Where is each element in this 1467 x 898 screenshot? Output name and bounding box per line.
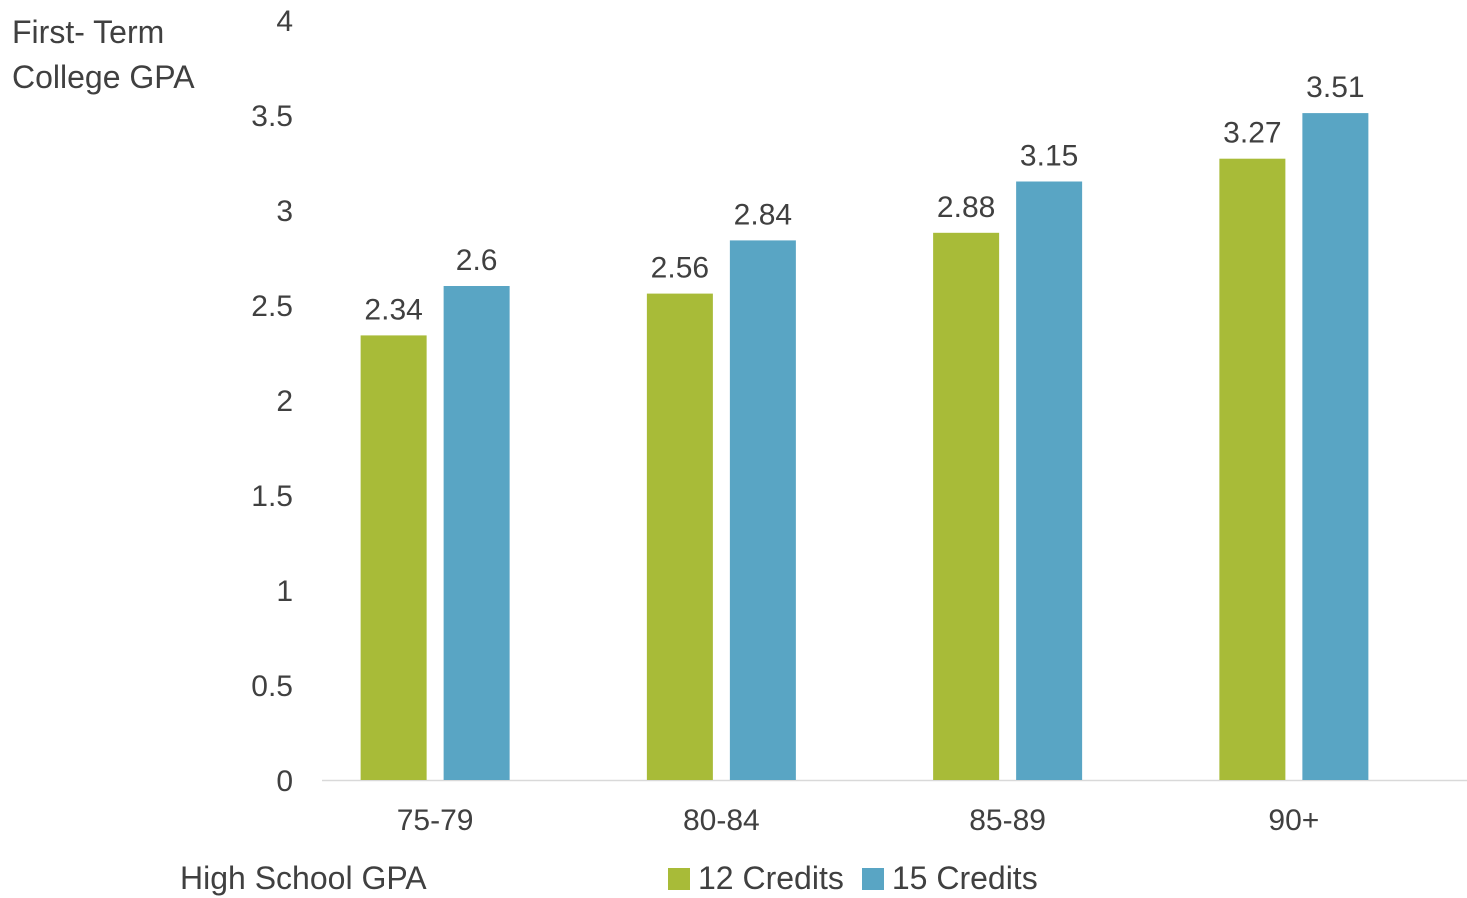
data-label: 2.88 [937,191,995,224]
bar [360,335,427,780]
data-label: 3.15 [1020,140,1078,173]
bar [1302,113,1369,781]
x-tick-label: 75-79 [397,804,474,837]
y-tick-label: 4 [276,5,293,38]
legend-item-15-credits: 15 Credits [861,860,1038,897]
legend-label-12-credits: 12 Credits [698,860,844,896]
data-label: 2.84 [734,198,792,231]
x-tick-label: 85-89 [969,804,1046,837]
legend-label-15-credits: 15 Credits [891,860,1038,896]
data-label: 3.51 [1306,71,1364,104]
legend: 12 Credits 15 Credits [668,860,1056,897]
data-label: 2.34 [364,293,422,326]
data-label: 2.56 [651,252,709,285]
y-tick-label: 1 [276,575,293,608]
y-axis-title: First- Term College GPA [12,14,195,95]
x-tick-label: 80-84 [683,804,760,837]
y-tick-label: 1.5 [251,480,293,513]
y-tick-label: 3 [276,195,293,228]
legend-item-12-credits: 12 Credits [668,860,844,897]
legend-swatch-15-credits [861,867,884,890]
bar [646,293,713,780]
y-tick-label: 2.5 [251,290,293,323]
bar [1219,158,1286,780]
y-tick-label: 0 [276,765,293,798]
bar [443,286,510,780]
legend-swatch-12-credits [668,867,690,890]
x-axis-title: High School GPA [180,860,427,896]
y-tick-label: 2 [276,385,293,418]
bar [729,240,796,780]
data-label: 2.6 [456,244,498,277]
data-label: 3.27 [1223,117,1281,150]
bar [1016,181,1083,780]
x-tick-label: 90+ [1268,804,1319,837]
y-tick-label: 0.5 [251,670,293,703]
bar [933,232,1000,781]
y-tick-label: 3.5 [251,100,293,133]
